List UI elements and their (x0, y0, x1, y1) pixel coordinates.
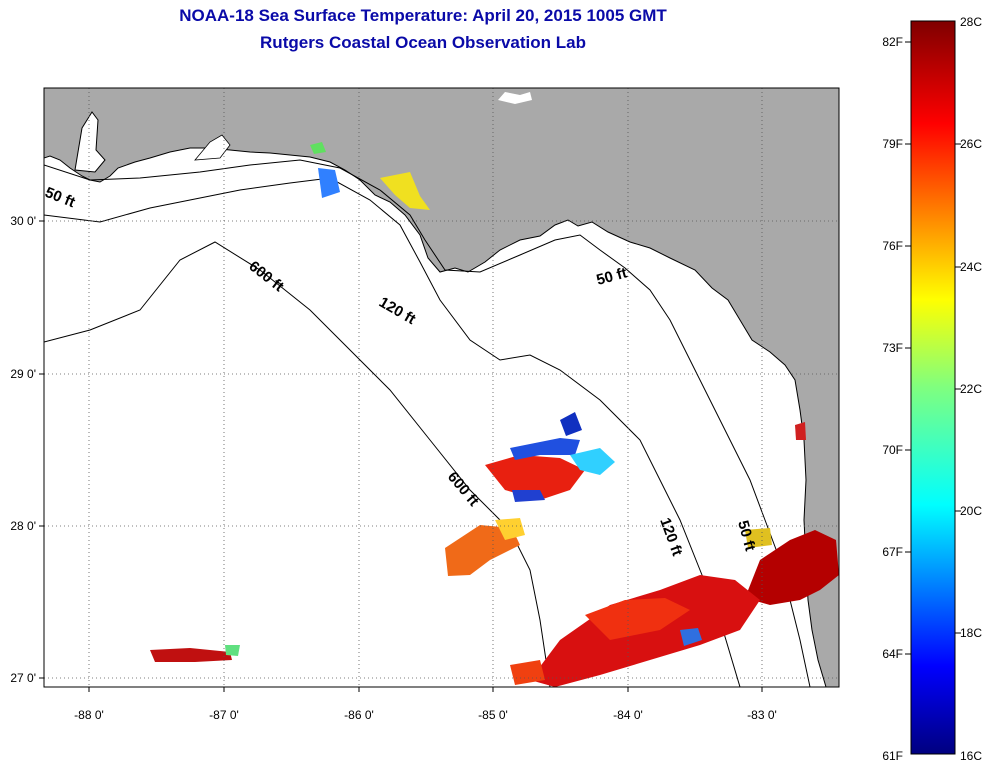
lat-tick-label: 29 0' (10, 367, 36, 381)
lon-tick-label: -86 0' (344, 708, 374, 722)
lon-tick-label: -85 0' (478, 708, 508, 722)
graticule (44, 88, 839, 687)
colorbar-f-label: 67F (882, 545, 903, 559)
colorbar-f-label: 76F (882, 239, 903, 253)
colorbar-c-labels: 28C 26C 24C 22C 20C 18C 16C (960, 15, 982, 763)
depth-contours (44, 159, 811, 687)
colorbar-c-label: 18C (960, 626, 982, 640)
title-line-2: Rutgers Coastal Ocean Observation Lab (260, 33, 586, 52)
colorbar-f-label: 79F (882, 137, 903, 151)
colorbar-ticks (905, 41, 961, 655)
lat-tick-label: 30 0' (10, 214, 36, 228)
colorbar-f-labels: 82F 79F 76F 73F 70F 67F 64F 61F (882, 35, 903, 763)
lon-tick-label: -88 0' (74, 708, 104, 722)
tick-marks (39, 220, 763, 692)
colorbar-c-label: 22C (960, 382, 982, 396)
mobile-bay (74, 111, 106, 173)
colorbar-f-label: 70F (882, 443, 903, 457)
colorbar-c-label: 20C (960, 504, 982, 518)
colorbar-c-label: 24C (960, 260, 982, 274)
lat-tick-labels: 30 0' 29 0' 28 0' 27 0' (10, 214, 36, 685)
colorbar (910, 20, 956, 755)
colorbar-c-label: 26C (960, 137, 982, 151)
lon-tick-label: -84 0' (613, 708, 643, 722)
lon-tick-label: -87 0' (209, 708, 239, 722)
colorbar-f-label: 73F (882, 341, 903, 355)
lake-patch (498, 92, 532, 104)
pensacola-bay (194, 134, 231, 161)
colorbar-f-label: 82F (882, 35, 903, 49)
lon-tick-label: -83 0' (747, 708, 777, 722)
title-line-1: NOAA-18 Sea Surface Temperature: April 2… (179, 6, 667, 25)
lat-tick-label: 28 0' (10, 519, 36, 533)
colorbar-c-label: 16C (960, 749, 982, 763)
lat-tick-label: 27 0' (10, 671, 36, 685)
colorbar-f-label: 61F (882, 749, 903, 763)
lon-tick-labels: -88 0' -87 0' -86 0' -85 0' -84 0' -83 0… (74, 708, 777, 722)
map-border (43, 87, 840, 688)
sst-overlay (150, 142, 839, 687)
colorbar-c-label: 28C (960, 15, 982, 29)
colorbar-f-label: 64F (882, 647, 903, 661)
